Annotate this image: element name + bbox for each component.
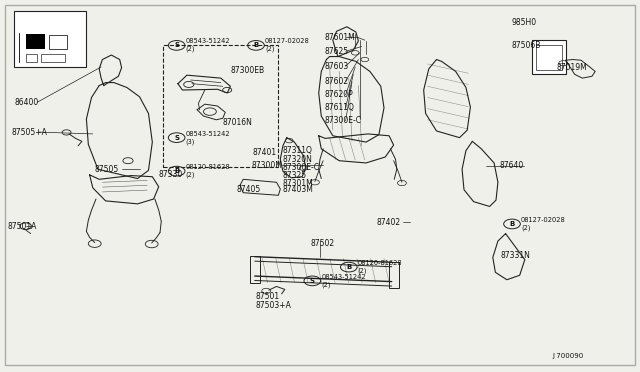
- Bar: [389, 262, 399, 288]
- Text: 87401: 87401: [253, 148, 277, 157]
- Text: 08120-81628
(2): 08120-81628 (2): [186, 164, 230, 178]
- Text: 87505+A: 87505+A: [12, 128, 47, 137]
- Text: 985H0: 985H0: [512, 18, 537, 27]
- Text: 87325: 87325: [283, 171, 307, 180]
- Text: 87016N: 87016N: [223, 118, 253, 126]
- Text: 87331N: 87331N: [500, 251, 531, 260]
- Text: 87403M: 87403M: [283, 185, 314, 194]
- Bar: [532, 40, 566, 74]
- Text: 86400: 86400: [14, 98, 38, 107]
- Text: 08543-51242
(2): 08543-51242 (2): [186, 38, 230, 52]
- Bar: [536, 45, 562, 70]
- Bar: [163, 45, 278, 167]
- Text: S: S: [310, 278, 315, 284]
- Text: S: S: [174, 135, 179, 141]
- Bar: [49, 35, 67, 49]
- Bar: [26, 34, 45, 49]
- Text: 08543-51242
(3): 08543-51242 (3): [186, 131, 230, 145]
- Text: 87640: 87640: [499, 161, 524, 170]
- Text: B: B: [509, 221, 515, 227]
- Text: 87501A: 87501A: [8, 222, 37, 231]
- Text: 87506B: 87506B: [512, 41, 541, 50]
- Text: B: B: [253, 42, 259, 48]
- Text: 08120-81628
(2): 08120-81628 (2): [358, 260, 403, 274]
- Text: 87405: 87405: [237, 185, 261, 194]
- Text: 08127-02028
(2): 08127-02028 (2): [265, 38, 310, 52]
- Text: 87301M: 87301M: [283, 179, 314, 188]
- Text: 87620P: 87620P: [324, 90, 353, 99]
- Text: B: B: [346, 264, 351, 270]
- Text: 87501: 87501: [256, 292, 280, 301]
- Text: 87602: 87602: [324, 77, 349, 86]
- Text: 87300E-C: 87300E-C: [283, 163, 320, 172]
- Text: 87300EB: 87300EB: [230, 66, 264, 75]
- Text: 08543-51242
(2): 08543-51242 (2): [321, 274, 366, 288]
- Text: 87300E-C: 87300E-C: [324, 116, 362, 125]
- Text: 87402: 87402: [376, 218, 401, 227]
- Text: 87300M: 87300M: [252, 161, 282, 170]
- Text: 87503+A: 87503+A: [256, 301, 292, 310]
- Text: 87019M: 87019M: [557, 63, 588, 72]
- Bar: [26, 54, 37, 62]
- Text: 87625: 87625: [324, 47, 349, 56]
- Text: 87603: 87603: [324, 62, 349, 71]
- Text: B: B: [174, 168, 179, 174]
- Text: 87502: 87502: [310, 239, 335, 248]
- Text: 87311Q: 87311Q: [283, 146, 313, 155]
- Text: J 700090: J 700090: [552, 353, 584, 359]
- Bar: [41, 54, 65, 62]
- Bar: [14, 11, 86, 67]
- Text: 87320N: 87320N: [283, 155, 313, 164]
- Text: 87601M: 87601M: [324, 33, 355, 42]
- Text: 87330: 87330: [159, 170, 183, 179]
- Text: 08127-02028
(2): 08127-02028 (2): [521, 217, 566, 231]
- Text: 87505: 87505: [95, 165, 119, 174]
- Text: S: S: [174, 42, 179, 48]
- Bar: [250, 256, 260, 283]
- Text: 87611Q: 87611Q: [324, 103, 355, 112]
